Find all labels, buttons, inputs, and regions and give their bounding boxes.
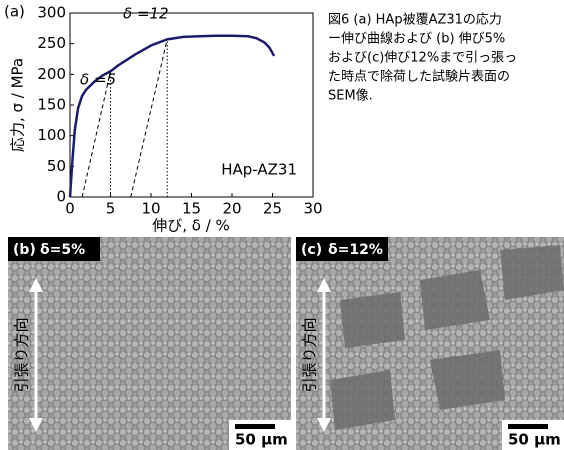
- annotation: HAp-AZ31: [221, 161, 297, 179]
- x-tick-label: 10: [141, 200, 160, 218]
- y-tick-label: 200: [37, 65, 66, 83]
- x-tick-label: 0: [65, 200, 75, 218]
- x-axis-label: 伸び, δ / %: [152, 217, 230, 235]
- panel-condition: δ=12%: [328, 242, 383, 258]
- direction-label: 引張り方向: [301, 317, 319, 392]
- caption-line: SEM像.: [328, 89, 373, 104]
- data-line: [131, 39, 167, 197]
- panel-label: (a): [4, 3, 25, 21]
- x-tick-label: 15: [182, 200, 201, 218]
- caption-line: ー伸び曲線および (b) 伸び5%: [328, 31, 505, 47]
- scale-bar: [235, 424, 275, 429]
- y-tick-label: 250: [37, 34, 66, 52]
- x-tick-label: 20: [222, 200, 241, 218]
- annotation: δ =12: [123, 5, 169, 23]
- y-axis-label: 応力, σ / MPa: [9, 58, 27, 152]
- scale-label: 50 μm: [235, 431, 288, 449]
- sem-image: [8, 237, 291, 450]
- y-tick-label: 150: [37, 96, 66, 114]
- y-tick-label: 50: [47, 157, 66, 175]
- x-tick-label: 30: [303, 200, 322, 218]
- panel-label: (b): [13, 242, 36, 258]
- y-tick-label: 300: [37, 4, 66, 22]
- direction-label: 引張り方向: [13, 317, 31, 392]
- x-tick-label: 5: [106, 200, 116, 218]
- caption-line: た時点で除荷した試験片表面の: [328, 69, 510, 85]
- annotation: δ =5: [80, 71, 116, 89]
- y-tick-label: 100: [37, 126, 66, 144]
- panel-condition: δ=5%: [40, 242, 85, 258]
- caption-line: 図6 (a) HAp被覆AZ31の応力: [328, 13, 502, 28]
- figure: (a) 伸び, δ / % 応力, σ / MPa 図6 (a) HAp被覆AZ…: [0, 0, 564, 450]
- panel-label: (c): [301, 242, 322, 258]
- scale-bar: [508, 424, 548, 429]
- x-tick-label: 25: [263, 200, 282, 218]
- scale-label: 50 μm: [508, 431, 561, 449]
- caption-line: および(c)伸び12%まで引っ張っ: [328, 51, 517, 66]
- y-tick-label: 0: [56, 188, 66, 206]
